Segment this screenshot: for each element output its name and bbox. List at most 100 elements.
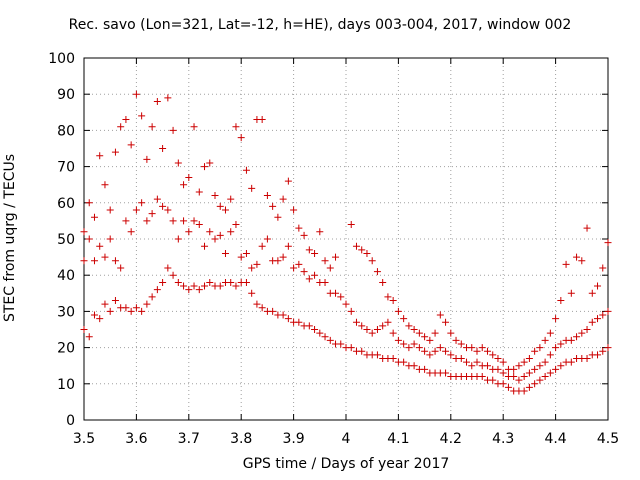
data-point-upper <box>573 253 581 261</box>
data-point-lower <box>232 282 240 290</box>
x-tick-label: 3.5 <box>73 431 95 447</box>
data-point-upper <box>525 354 533 362</box>
data-point-lower <box>442 369 450 377</box>
data-point-middle <box>457 354 465 362</box>
data-point-middle <box>363 326 371 333</box>
data-point-upper <box>206 159 214 167</box>
data-point-upper <box>263 192 271 200</box>
data-point-middle <box>573 333 581 341</box>
data-point-upper <box>300 231 308 239</box>
data-point-lower <box>567 358 575 366</box>
data-point-middle <box>473 358 481 366</box>
data-point-middle <box>148 210 156 218</box>
data-point-lower <box>604 344 612 352</box>
data-point-middle <box>510 373 518 381</box>
data-point-middle <box>431 347 439 355</box>
data-point-upper <box>227 195 235 203</box>
data-point-lower <box>321 333 329 341</box>
data-point-middle <box>541 358 549 366</box>
data-point-middle <box>258 242 266 250</box>
data-point-lower <box>295 318 303 326</box>
data-point-upper <box>169 126 177 134</box>
data-point-middle <box>284 242 292 250</box>
data-point-middle <box>96 242 104 250</box>
data-point-lower <box>594 351 602 359</box>
grid <box>83 57 609 421</box>
data-point-middle <box>274 257 282 265</box>
data-point-lower <box>159 278 167 286</box>
data-point-lower <box>373 351 381 359</box>
data-point-upper <box>290 206 298 214</box>
data-point-upper <box>127 141 135 149</box>
data-point-middle <box>321 278 329 286</box>
data-point-upper <box>389 297 397 305</box>
data-point-upper <box>321 257 329 265</box>
data-point-upper <box>578 257 586 265</box>
data-point-upper <box>368 257 376 265</box>
data-point-upper <box>237 134 245 142</box>
data-point-middle <box>111 257 119 265</box>
data-point-middle <box>159 202 167 210</box>
data-point-middle <box>536 362 544 370</box>
data-point-lower <box>499 380 507 388</box>
data-point-upper <box>295 224 303 232</box>
data-point-upper <box>452 336 460 344</box>
data-point-middle <box>216 231 224 239</box>
data-point-upper <box>352 242 360 250</box>
data-point-lower <box>557 362 565 370</box>
data-point-middle <box>90 257 98 265</box>
data-point-upper <box>153 97 161 105</box>
data-point-upper <box>164 94 172 102</box>
data-point-middle <box>494 365 502 373</box>
data-point-lower <box>96 315 104 323</box>
y-tick-label: 0 <box>66 413 75 429</box>
data-point-middle <box>426 351 434 359</box>
data-point-lower <box>347 344 355 352</box>
data-point-upper <box>557 297 565 305</box>
data-point-middle <box>85 235 93 243</box>
data-point-lower <box>258 304 266 312</box>
data-point-upper <box>242 166 250 174</box>
data-point-middle <box>599 311 607 319</box>
x-tick-label: 4.4 <box>544 431 566 447</box>
data-point-middle <box>232 221 240 229</box>
data-point-middle <box>201 242 209 250</box>
data-point-upper <box>457 340 465 348</box>
data-point-upper <box>201 163 209 171</box>
data-point-lower <box>520 387 528 395</box>
x-tick-label: 3.8 <box>230 431 252 447</box>
data-point-middle <box>384 318 392 326</box>
data-point-middle <box>253 260 261 268</box>
data-point-middle <box>463 358 471 366</box>
data-point-middle <box>468 362 476 370</box>
data-point-upper <box>101 181 109 189</box>
data-point-middle <box>80 257 88 265</box>
x-axis-label: GPS time / Days of year 2017 <box>242 456 450 472</box>
data-point-upper <box>85 199 93 207</box>
data-point-upper <box>567 289 575 297</box>
data-point-lower <box>132 304 140 312</box>
data-point-upper <box>442 318 450 326</box>
y-tick-labels: 0 10 20 30 40 50 60 70 80 90 100 <box>48 51 75 429</box>
data-point-middle <box>594 315 602 323</box>
data-point-lower <box>316 329 324 337</box>
data-point-upper <box>148 123 156 131</box>
data-point-middle <box>211 235 219 243</box>
data-point-upper <box>415 329 423 337</box>
data-point-upper <box>594 282 602 290</box>
data-point-middle <box>169 217 177 225</box>
data-point-middle <box>410 340 418 348</box>
data-point-upper <box>373 268 381 276</box>
data-point-lower <box>190 282 198 290</box>
data-point-upper <box>531 347 539 355</box>
data-point-upper <box>311 249 319 257</box>
data-point-upper <box>326 264 334 272</box>
data-point-upper <box>436 311 444 319</box>
data-point-upper <box>143 155 151 163</box>
data-point-middle <box>557 340 565 348</box>
data-point-middle <box>290 264 298 272</box>
data-point-upper <box>111 148 119 156</box>
y-tick-label: 10 <box>57 377 75 393</box>
data-point-upper <box>284 177 292 185</box>
y-tick-label: 80 <box>57 123 75 139</box>
